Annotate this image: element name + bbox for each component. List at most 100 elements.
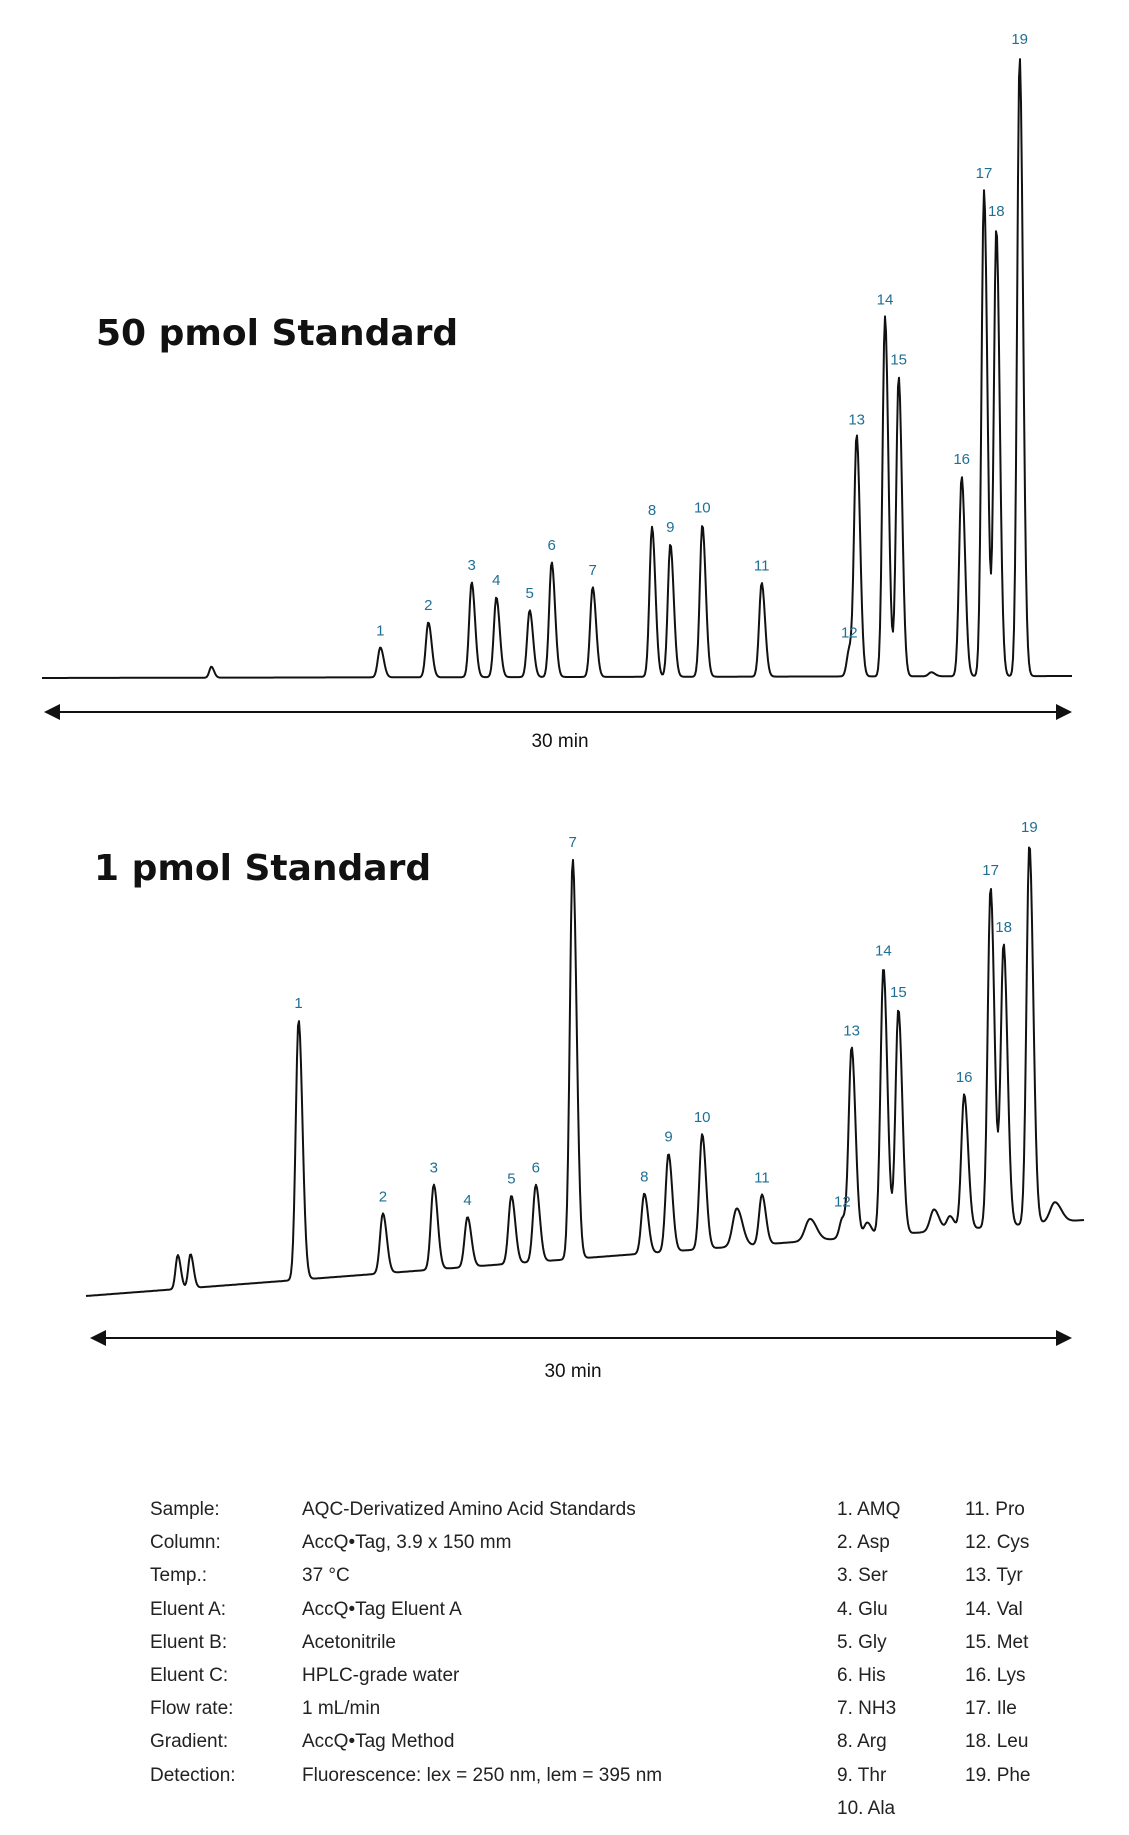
condition-value: Acetonitrile <box>302 1631 396 1653</box>
peak-label-13: 13 <box>843 1023 860 1040</box>
peak-label-10: 10 <box>694 500 711 517</box>
peak-name: 13. Tyr <box>965 1565 1023 1587</box>
chart-title-50pmol: 50 pmol Standard <box>96 313 458 354</box>
condition-value: AccQ•Tag Eluent A <box>302 1598 462 1620</box>
peak-label-5: 5 <box>507 1171 515 1188</box>
peak-label-18: 18 <box>995 919 1012 936</box>
peak-name: 6. His <box>837 1665 886 1687</box>
arrow-head-left <box>44 704 60 720</box>
peak-names-left: 1. AMQ 2. Asp 3. Ser 4. Glu 5. Gly 6. His 7. N… <box>837 1493 900 1825</box>
peak-label-11: 11 <box>754 558 770 575</box>
peak-label-4: 4 <box>463 1192 471 1209</box>
peak-name: 7. NH3 <box>837 1698 897 1720</box>
condition-key: Column: <box>150 1532 221 1554</box>
peak-name: 18. Leu <box>965 1731 1029 1753</box>
peak-label-15: 15 <box>890 351 907 368</box>
trace-50pmol <box>42 58 1072 679</box>
peak-label-10: 10 <box>694 1109 711 1126</box>
peak-label-5: 5 <box>526 585 534 602</box>
peak-label-18: 18 <box>988 203 1005 220</box>
peak-label-17: 17 <box>976 165 993 182</box>
condition-row: Temp.: 37 °C <box>150 1559 662 1592</box>
time-arrow-50pmol <box>44 704 1072 720</box>
peak-label-6: 6 <box>548 537 556 554</box>
time-arrow-1pmol <box>90 1330 1072 1346</box>
peak-name: 14. Val <box>965 1598 1023 1620</box>
peak-name: 2. Asp <box>837 1532 890 1554</box>
arrow-head-left <box>90 1330 106 1346</box>
peak-names-right: 11. Pro 12. Cys 13. Tyr 14. Val 15. Met 16. L… <box>965 1493 1031 1792</box>
peak-label-7: 7 <box>569 834 577 851</box>
peak-name: 10. Ala <box>837 1797 896 1819</box>
condition-key: Temp.: <box>150 1565 208 1587</box>
peak-label-17: 17 <box>982 862 999 879</box>
peak-label-8: 8 <box>648 502 656 519</box>
condition-key: Eluent B: <box>150 1631 228 1653</box>
chart-title-1pmol: 1 pmol Standard <box>94 848 431 889</box>
peak-label-14: 14 <box>877 291 894 308</box>
condition-key: Sample: <box>150 1499 220 1520</box>
peak-name: 16. Lys <box>965 1665 1026 1687</box>
condition-key: Flow rate: <box>150 1698 234 1720</box>
peak-label-8: 8 <box>640 1169 648 1186</box>
conditions-table: Sample: AQC-Derivatized Amino Acid Standa… <box>150 1493 662 1792</box>
peak-label-12: 12 <box>841 624 858 641</box>
peak-name: 17. Ile <box>965 1698 1017 1720</box>
peak-label-12: 12 <box>834 1193 851 1210</box>
condition-value: AccQ•Tag Method <box>302 1731 455 1753</box>
peak-name: 12. Cys <box>965 1532 1030 1554</box>
condition-key: Eluent A: <box>150 1598 227 1620</box>
condition-row: Eluent A: AccQ•Tag Eluent A <box>150 1593 662 1626</box>
condition-value: 1 mL/min <box>302 1698 381 1720</box>
peak-label-7: 7 <box>589 562 597 579</box>
peak-label-19: 19 <box>1011 31 1028 48</box>
peak-label-11: 11 <box>754 1170 770 1187</box>
condition-value: Fluorescence: lex = 250 nm, lem = 395 nm <box>302 1764 663 1786</box>
peak-label-16: 16 <box>953 451 970 468</box>
condition-value: HPLC-grade water <box>302 1665 460 1687</box>
peak-label-14: 14 <box>875 942 892 959</box>
peak-label-6: 6 <box>532 1160 540 1177</box>
condition-key: Eluent C: <box>150 1665 229 1687</box>
condition-row: Eluent B: Acetonitrile <box>150 1626 662 1659</box>
condition-key: Gradient: <box>150 1731 229 1753</box>
trace-1pmol <box>85 846 1085 1297</box>
peak-name: 8. Arg <box>837 1731 887 1753</box>
condition-value: 37 °C <box>302 1565 350 1587</box>
peak-label-9: 9 <box>666 519 674 536</box>
condition-row: Eluent C: HPLC-grade water <box>150 1659 662 1692</box>
peak-label-15: 15 <box>890 984 907 1001</box>
condition-row: Column: AccQ•Tag, 3.9 x 150 mm <box>150 1526 662 1559</box>
condition-row: Gradient: AccQ•Tag Method <box>150 1725 662 1758</box>
peak-name: 1. AMQ <box>837 1499 901 1520</box>
peak-label-4: 4 <box>492 572 500 589</box>
peak-name: 3. Ser <box>837 1565 888 1587</box>
peak-label-3: 3 <box>468 557 476 574</box>
condition-row: Flow rate: 1 mL/min <box>150 1692 662 1725</box>
condition-key: Detection: <box>150 1764 236 1786</box>
peak-label-2: 2 <box>424 597 432 614</box>
x-axis-label-1pmol: 30 min <box>544 1361 601 1382</box>
peak-name: 5. Gly <box>837 1631 887 1653</box>
peak-label-9: 9 <box>664 1129 672 1146</box>
peak-label-1: 1 <box>294 995 302 1012</box>
condition-value: AccQ•Tag, 3.9 x 150 mm <box>302 1532 512 1554</box>
condition-value: AQC-Derivatized Amino Acid Standards <box>302 1499 636 1520</box>
peak-label-13: 13 <box>848 411 865 428</box>
peak-label-2: 2 <box>379 1188 387 1205</box>
peak-name: 4. Glu <box>837 1598 888 1620</box>
condition-row: Sample: AQC-Derivatized Amino Acid Standa… <box>150 1493 662 1526</box>
peak-label-3: 3 <box>430 1160 438 1177</box>
chart-50pmol: 50 pmol Standard 12345678910111213141516… <box>42 31 1072 752</box>
peak-name: 9. Thr <box>837 1764 887 1786</box>
arrow-head-right <box>1056 1330 1072 1346</box>
peak-name: 19. Phe <box>965 1764 1031 1786</box>
peak-label-16: 16 <box>956 1069 973 1086</box>
x-axis-label-50pmol: 30 min <box>531 731 588 752</box>
condition-row: Detection: Fluorescence: lex = 250 nm, le… <box>150 1759 662 1792</box>
peak-name: 11. Pro <box>965 1499 1025 1520</box>
arrow-head-right <box>1056 704 1072 720</box>
